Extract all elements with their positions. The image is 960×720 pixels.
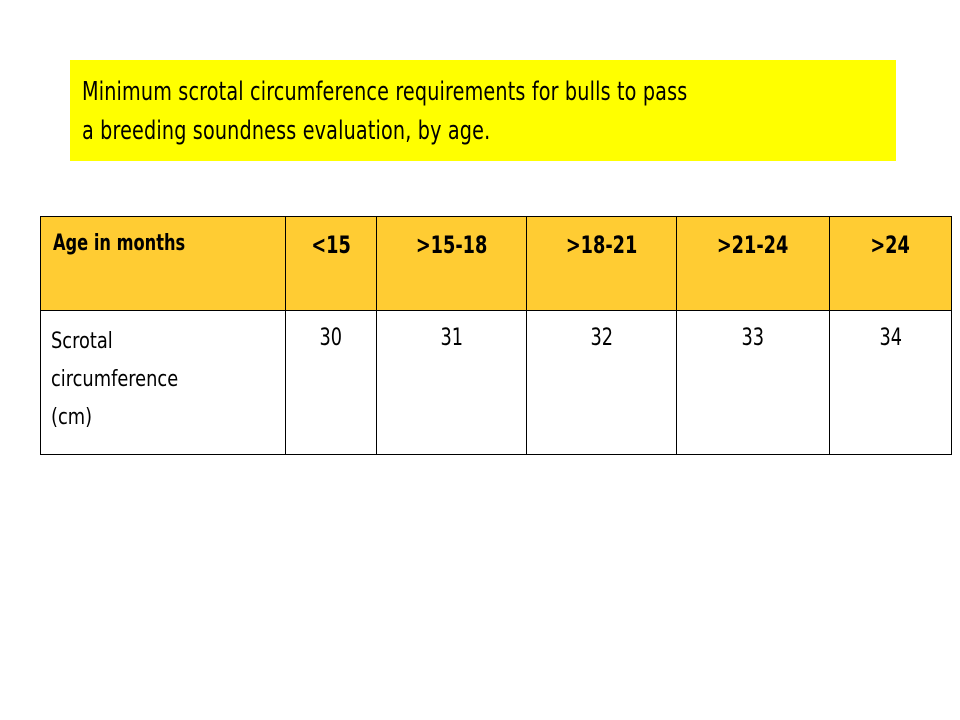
- title-box: Minimum scrotal circumference requiremen…: [70, 60, 896, 161]
- scrotal-circumference-table: Age in months <15 >15-18 >18-21 >21-24 >…: [40, 216, 952, 455]
- header-age-21-24: >21-24: [676, 216, 830, 311]
- value-cell: 32: [526, 310, 677, 455]
- title-line-1: Minimum scrotal circumference requiremen…: [82, 77, 688, 107]
- row-label-line-1: Scrotal: [51, 329, 113, 354]
- value-cell: 33: [676, 310, 830, 455]
- value-cell: 34: [829, 310, 952, 455]
- header-age-gt24: >24: [829, 216, 952, 311]
- row-label-line-2: circumference: [51, 367, 179, 392]
- header-age-18-21: >18-21: [526, 216, 677, 311]
- table-row: Scrotal circumference (cm) 30 31 32 33 3…: [40, 310, 952, 455]
- value-cell: 30: [285, 310, 377, 455]
- value-cell: 31: [376, 310, 527, 455]
- row-label-scrotal-circumference: Scrotal circumference (cm): [40, 310, 286, 455]
- title-line-2: a breeding soundness evaluation, by age.: [82, 116, 491, 146]
- header-age-15-18: >15-18: [376, 216, 527, 311]
- table-header-row: Age in months <15 >15-18 >18-21 >21-24 >…: [40, 216, 952, 311]
- header-age-lt15: <15: [285, 216, 377, 311]
- row-label-line-3: (cm): [51, 405, 93, 430]
- header-age-in-months: Age in months: [40, 216, 286, 311]
